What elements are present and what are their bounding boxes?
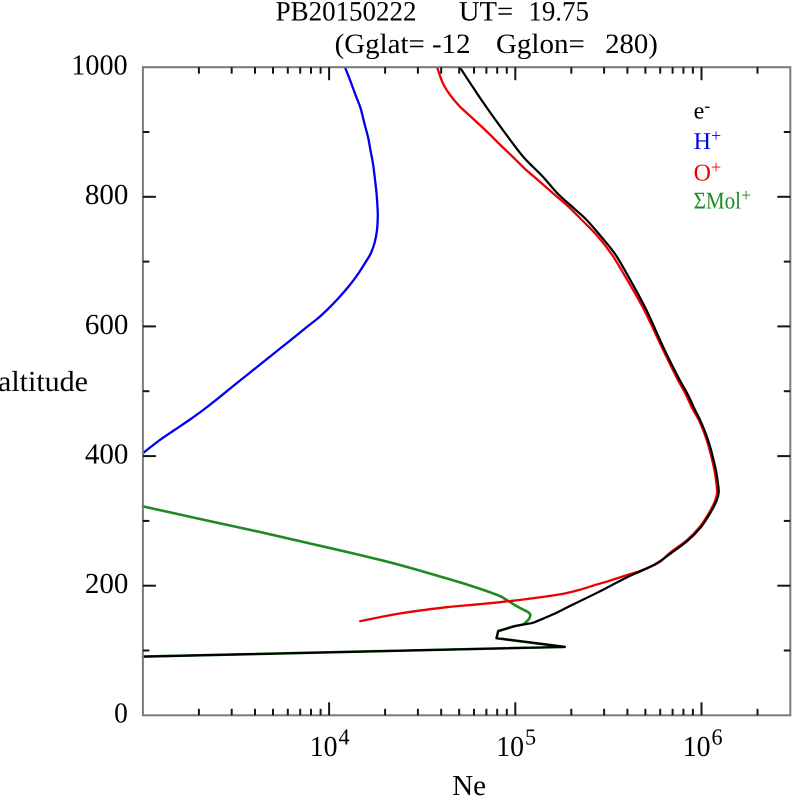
- svg-text:800: 800: [85, 179, 128, 211]
- svg-text:200: 200: [85, 568, 128, 600]
- svg-text:10: 10: [310, 731, 338, 763]
- svg-text:10: 10: [683, 731, 711, 763]
- svg-text:UT=: UT=: [459, 0, 513, 27]
- svg-text:PB20150222: PB20150222: [276, 0, 417, 27]
- svg-text:1000: 1000: [71, 50, 127, 82]
- svg-text:(Gglat= -12: (Gglat= -12: [335, 29, 471, 60]
- svg-text:400: 400: [85, 439, 128, 471]
- svg-text:Ne: Ne: [452, 770, 486, 796]
- svg-text:4: 4: [339, 725, 351, 750]
- svg-text:6: 6: [712, 725, 723, 750]
- svg-text:Gglon=: Gglon=: [496, 29, 585, 60]
- svg-text:600: 600: [85, 309, 128, 341]
- svg-text:ΣMol+: ΣMol+: [694, 185, 752, 215]
- svg-text:280): 280): [605, 29, 658, 60]
- svg-text:5: 5: [525, 725, 536, 750]
- svg-text:10: 10: [496, 731, 524, 763]
- svg-text:19.75: 19.75: [528, 0, 589, 27]
- svg-text:altitude: altitude: [0, 366, 88, 398]
- svg-text:0: 0: [114, 698, 128, 730]
